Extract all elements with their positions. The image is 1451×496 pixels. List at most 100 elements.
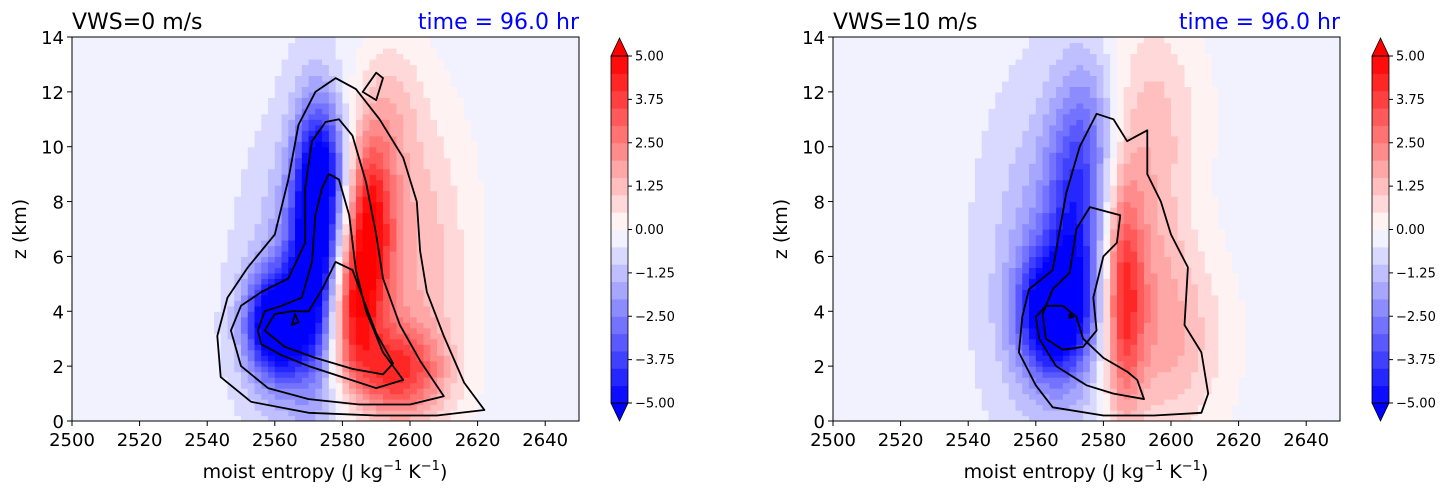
field-cell <box>504 349 512 356</box>
field-cell <box>369 157 377 164</box>
field-cell <box>207 382 215 389</box>
field-cell <box>382 86 391 93</box>
field-cell <box>457 80 465 87</box>
field-cell <box>180 124 188 131</box>
field-cell <box>369 196 377 203</box>
field-cell <box>308 393 316 400</box>
field-cell <box>126 69 134 76</box>
field-cell <box>396 267 404 274</box>
field-cell <box>389 86 398 93</box>
field-cell <box>241 218 249 225</box>
field-cell <box>524 47 533 55</box>
field-cell <box>193 212 202 219</box>
field-cell <box>105 283 114 290</box>
field-cell <box>173 338 181 345</box>
field-cell <box>180 333 188 340</box>
field-cell <box>254 119 262 126</box>
field-cell <box>295 223 303 230</box>
field-cell <box>220 37 229 44</box>
field-cell <box>443 102 452 109</box>
field-cell <box>470 119 479 126</box>
field-cell <box>355 53 364 60</box>
field-cell <box>396 393 404 400</box>
field-cell <box>376 366 384 373</box>
field-cell <box>315 53 323 60</box>
field-cell <box>72 388 80 395</box>
field-cell <box>126 355 134 362</box>
field-cell <box>491 223 499 230</box>
field-cell <box>443 349 452 356</box>
field-cell <box>335 349 343 356</box>
field-cell <box>153 135 161 142</box>
field-cell <box>497 250 506 258</box>
field-cell <box>295 410 303 417</box>
field-cell <box>389 141 398 148</box>
field-cell <box>254 64 262 71</box>
field-cell <box>274 278 283 285</box>
field-cell <box>288 272 296 279</box>
field-cell <box>504 311 512 318</box>
field-cell <box>261 157 269 164</box>
field-cell <box>153 404 161 411</box>
field-cell <box>92 64 100 71</box>
field-cell <box>315 47 323 55</box>
field-cell <box>254 404 262 411</box>
field-cell <box>464 349 472 356</box>
field-cell <box>484 102 492 109</box>
field-cell <box>349 179 357 186</box>
field-cell <box>213 316 222 323</box>
field-cell <box>342 218 350 225</box>
field-cell <box>457 404 465 411</box>
field-cell <box>477 152 485 159</box>
field-cell <box>220 64 229 71</box>
field-cell <box>126 119 134 126</box>
field-cell <box>261 388 269 395</box>
field-cell <box>234 207 242 214</box>
field-cell <box>153 97 161 104</box>
field-cell <box>254 146 262 153</box>
field-cell <box>119 289 127 296</box>
field-cell <box>389 410 398 417</box>
field-cell <box>159 289 168 296</box>
field-cell <box>396 338 404 345</box>
field-cell <box>342 349 350 356</box>
field-cell <box>524 102 533 109</box>
field-cell <box>119 261 127 268</box>
field-cell <box>423 113 431 120</box>
field-cell <box>511 64 519 71</box>
field-cell <box>443 333 452 340</box>
field-cell <box>450 333 458 340</box>
field-cell <box>382 218 391 225</box>
field-cell <box>220 229 229 236</box>
field-cell <box>423 344 431 351</box>
field-cell <box>410 239 418 247</box>
field-cell <box>274 294 283 301</box>
field-cell <box>376 141 384 148</box>
field-cell <box>72 37 80 44</box>
field-cell <box>119 141 127 148</box>
field-cell <box>410 415 418 421</box>
field-cell <box>477 179 485 186</box>
field-cell <box>220 42 229 49</box>
field-cell <box>335 382 343 389</box>
field-cell <box>382 344 391 351</box>
field-cell <box>511 261 519 268</box>
field-cell <box>470 91 479 98</box>
field-cell <box>416 53 425 60</box>
field-cell <box>234 327 242 334</box>
field-cell <box>538 207 546 214</box>
field-cell <box>437 377 445 384</box>
field-cell <box>450 86 458 93</box>
field-cell <box>362 42 371 49</box>
field-cell <box>382 333 391 340</box>
field-cell <box>180 135 188 142</box>
field-cell <box>78 102 87 109</box>
field-cell <box>72 316 80 323</box>
field-cell <box>349 185 357 192</box>
field-cell <box>146 355 154 362</box>
field-cell <box>464 245 472 252</box>
field-cell <box>524 174 533 181</box>
field-cell <box>484 250 492 258</box>
field-cell <box>261 410 269 417</box>
field-cell <box>119 278 127 285</box>
